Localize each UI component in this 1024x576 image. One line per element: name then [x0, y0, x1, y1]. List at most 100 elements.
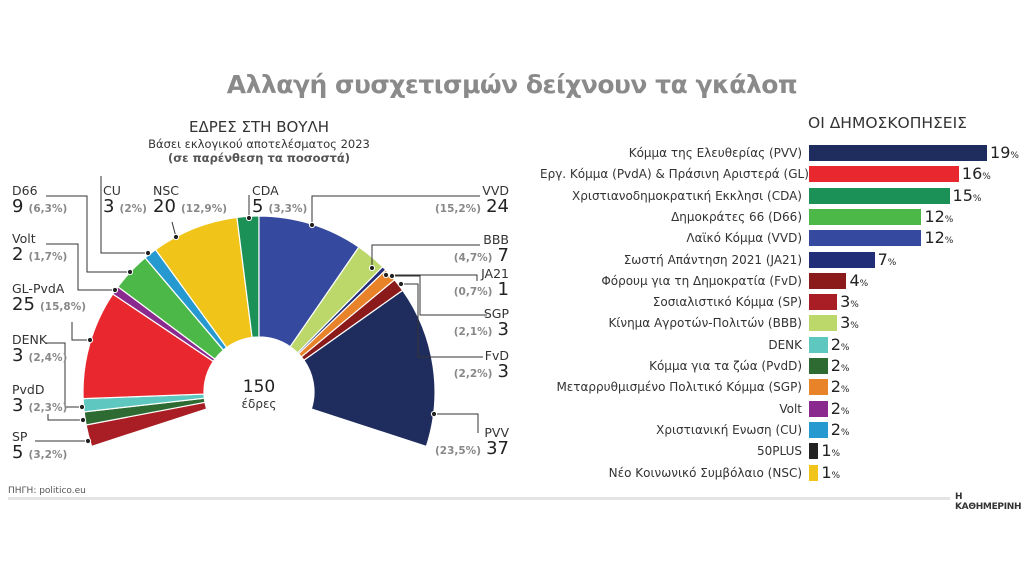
- poll-bar-label: Δημοκράτες 66 (D66): [671, 209, 802, 224]
- poll-bar-label: Σωστή Απάντηση 2021 (JA21): [623, 252, 802, 267]
- leader-dot: [397, 280, 405, 288]
- leader-dot: [245, 214, 253, 222]
- poll-bar: [809, 145, 988, 161]
- leader-line-ja21: [386, 274, 478, 281]
- poll-bar-value: 2%: [830, 356, 850, 375]
- label-ja21: JA21 (0,7%) 1: [453, 266, 509, 300]
- hemicycle-note: (σε παρένθεση τα ποσοστά): [167, 151, 351, 165]
- leader-line-denk: [45, 342, 82, 408]
- poll-bar-value: 12%: [924, 206, 954, 226]
- poll-bar-label: Μεταρρυθμισμένο Πολιτικό Κόμμα (SGP): [556, 380, 802, 395]
- leader-dot: [172, 233, 180, 241]
- leader-line-vvd: [311, 195, 480, 225]
- poll-bar-label: Κόμμα της Ελευθερίας (PVV): [628, 146, 802, 160]
- poll-bar-label: Σοσιαλιστικό Κόμμα (SP): [652, 295, 802, 310]
- poll-bar: [809, 443, 819, 460]
- hemicycle-chart: [35, 176, 487, 448]
- poll-bar: [809, 421, 828, 438]
- leader-dot: [111, 286, 119, 294]
- label-denk: DENK 3 (2,4%): [12, 332, 68, 366]
- poll-bar-label: Λαϊκό Κόμμα (VVD): [686, 231, 802, 246]
- poll-bar-value: 15%: [952, 185, 982, 205]
- poll-bar-label: Φόρουμ για τη Δημοκρατία (FvD): [601, 273, 802, 288]
- poll-bar: [809, 272, 847, 289]
- leader-dot: [84, 437, 92, 445]
- poll-bar: [809, 400, 828, 417]
- poll-bar: [809, 294, 838, 311]
- poll-bar: [809, 166, 959, 183]
- footer-divider: [8, 497, 950, 500]
- hemicycle-subtitle: Βάσει εκλογικού αποτελέσματος 2023: [148, 137, 370, 151]
- label-volt: Volt 2 (1,7%): [12, 231, 68, 265]
- leader-dot: [144, 249, 152, 257]
- label-pvdd: PvdD 3 (2,3%): [12, 382, 68, 416]
- poll-bar: [809, 230, 922, 247]
- poll-bar-label: 50PLUS: [757, 444, 802, 459]
- poll-bar: [809, 315, 838, 332]
- poll-bar-value: 4%: [849, 270, 869, 290]
- label-bbb: BBB (4,7%) 7: [453, 232, 509, 266]
- leader-line-bbb: [371, 244, 480, 268]
- source-note: ΠΗΓΗ: politico.eu: [8, 486, 86, 496]
- poll-bar-value: 2%: [830, 377, 850, 397]
- poll-chart-title: ΟΙ ΔΗΜΟΣΚΟΠΗΣΕΙΣ: [808, 114, 967, 132]
- leader-line-cu: [100, 176, 148, 254]
- label-gl-pvda: GL-PvdA 25 (15,8%): [12, 281, 87, 315]
- poll-bar-label: Κόμμα για τα ζώα (PvdD): [649, 359, 802, 373]
- total-seats-label: έδρες: [241, 397, 277, 411]
- poll-bar: [809, 251, 875, 268]
- poll-bar-label: Εργ. Κόμμα (PvdA) & Πράσινη Αριστερά (GL…: [540, 167, 809, 182]
- leader-dot: [126, 268, 134, 276]
- poll-bar-value: 19%: [990, 143, 1019, 162]
- leader-line-sgp: [392, 275, 487, 316]
- total-seats-value: 150: [242, 377, 276, 397]
- poll-bar: [809, 379, 828, 396]
- poll-bar-value: 16%: [961, 164, 991, 184]
- poll-bar: [809, 358, 828, 374]
- slice-pvv: [303, 289, 436, 448]
- leader-line-pvv: [434, 413, 479, 433]
- label-cu: CU 3 (2%): [103, 183, 147, 217]
- label-sgp: SGP (2,1%) 3: [453, 306, 509, 340]
- poll-bar-value: 7%: [877, 249, 897, 269]
- publisher-logo: Η ΚΑΘΗΜΕΡΙΝΗ: [955, 492, 1022, 512]
- label-vvd: VVD (15,2%) 24: [434, 183, 509, 217]
- leader-line-glpvda: [71, 322, 90, 341]
- poll-bar-label: Νέο Κοινωνικό Συμβόλαιο (NSC): [608, 465, 802, 480]
- poll-bar-label: Χριστιανοδημοκρατική Εκκλησι (CDA): [572, 188, 802, 203]
- poll-bar: [809, 336, 828, 353]
- leader-dot: [78, 403, 86, 411]
- leader-dot: [368, 264, 376, 272]
- poll-bar-value: 1%: [821, 441, 841, 461]
- leader-line-fvd: [401, 283, 483, 358]
- leader-dot: [430, 410, 438, 418]
- label-fvd: FvD (2,2%) 3: [453, 348, 509, 382]
- leader-dot: [382, 271, 390, 279]
- leader-line-volt: [46, 243, 115, 291]
- poll-bar-label: Volt: [779, 401, 802, 416]
- label-pvv: PVV (23,5%) 37: [434, 425, 509, 459]
- poll-bar-value: 2%: [830, 334, 850, 354]
- poll-bar-label: Χριστιανική Ενωση (CU): [656, 422, 802, 437]
- poll-bar: [809, 187, 950, 204]
- poll-bar: [809, 208, 922, 225]
- leader-line-d66: [46, 195, 130, 273]
- poll-bar-value: 2%: [830, 398, 850, 418]
- poll-bar: [809, 464, 819, 481]
- label-sp: SP 5 (3,2%): [12, 429, 68, 463]
- chart-title: Αλλαγή συσχετισμών δείχνουν τα γκάλοπ: [226, 70, 798, 99]
- leader-dot: [308, 221, 316, 229]
- hemicycle-header: ΕΔΡΕΣ ΣΤΗ ΒΟΥΛΗ Βάσει εκλογικού αποτελέσ…: [109, 118, 409, 165]
- poll-bar-value: 3%: [840, 292, 859, 312]
- poll-bar-value: 1%: [821, 462, 841, 482]
- leader-line-pvdd: [47, 414, 83, 421]
- label-nsc: NSC 20 (12,9%): [153, 183, 228, 217]
- leader-dot: [388, 272, 396, 280]
- leader-dot: [86, 336, 94, 344]
- poll-bar-label: Κίνημα Αγροτών-Πολιτών (BBB): [608, 316, 802, 331]
- leader-lines: [35, 176, 487, 442]
- poll-bar-label: DENK: [768, 337, 802, 352]
- hemicycle-title: ΕΔΡΕΣ ΣΤΗ ΒΟΥΛΗ: [189, 118, 329, 136]
- poll-bar-value: 12%: [924, 228, 954, 248]
- poll-bar-value: 3%: [840, 313, 859, 333]
